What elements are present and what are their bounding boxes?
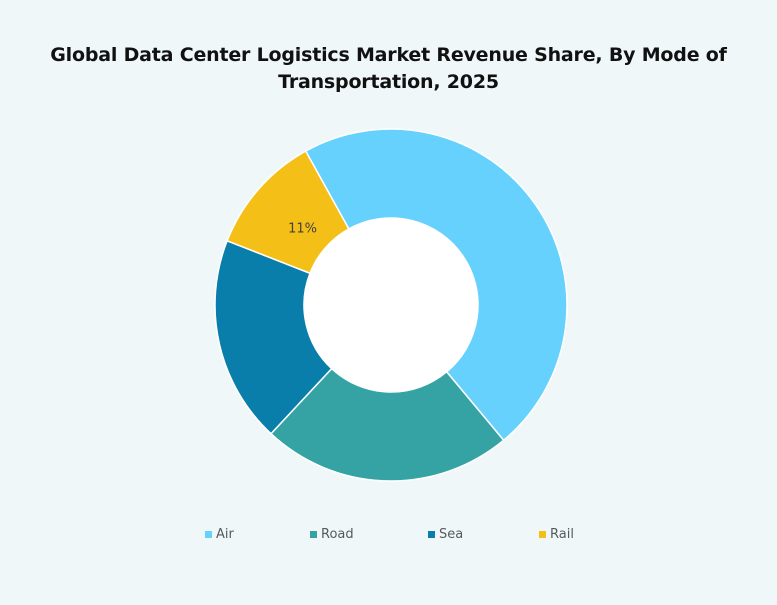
legend-swatch-road	[310, 531, 317, 538]
legend-item-sea: Sea	[428, 527, 463, 542]
slice-air	[304, 128, 568, 442]
legend-item-air: Air	[205, 527, 234, 542]
legend-label-sea: Sea	[439, 527, 464, 542]
donut-data-labels: 11%	[288, 222, 317, 237]
data-label-rail: 11%	[288, 222, 317, 237]
legend-item-road: Road	[310, 527, 354, 542]
legend-label-rail: Rail	[550, 527, 574, 542]
donut-slices	[214, 128, 568, 482]
slice-sea	[214, 239, 333, 435]
chart-legend: Air Road Sea Rail	[0, 527, 777, 547]
donut-hole	[304, 218, 478, 392]
slice-rail	[226, 150, 350, 275]
slice-road	[269, 367, 505, 482]
chart-title: Global Data Center Logistics Market Reve…	[50, 44, 727, 93]
legend-swatch-air	[205, 531, 212, 538]
legend-swatch-rail	[539, 531, 546, 538]
legend-label-road: Road	[321, 527, 354, 542]
legend-item-rail: Rail	[539, 527, 574, 542]
legend-label-air: Air	[216, 527, 234, 542]
legend-swatch-sea	[428, 531, 435, 538]
